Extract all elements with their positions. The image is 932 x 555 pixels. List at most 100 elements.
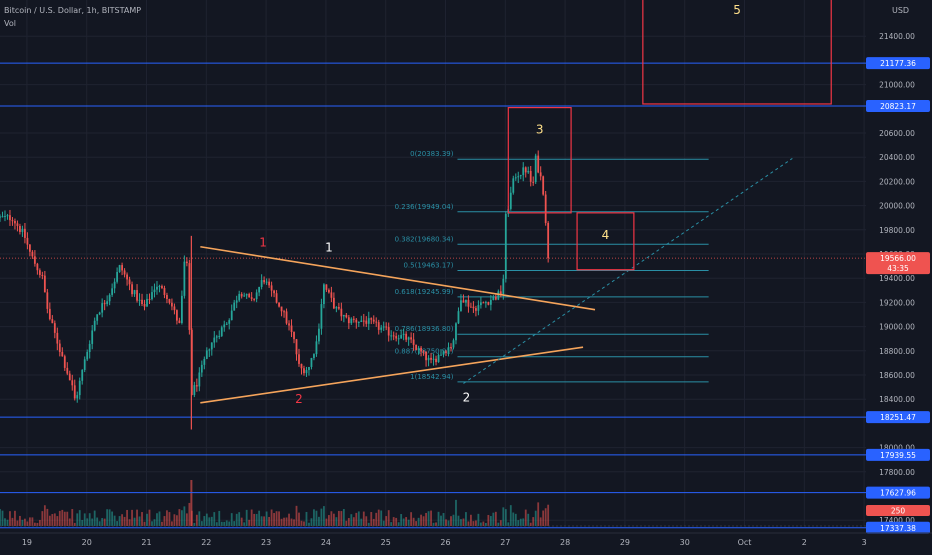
candle-body (29, 244, 31, 252)
level-price-tag-label: 18251.47 (880, 413, 916, 422)
candlesticks (0, 150, 550, 430)
price-tick-label: 20400.00 (879, 153, 915, 162)
candle-body (133, 290, 136, 295)
volume-bar (432, 522, 435, 526)
volume-bar (230, 513, 233, 526)
volume-bar (537, 502, 540, 526)
price-tick-label: 18000.00 (879, 444, 915, 453)
candle-body (161, 286, 163, 289)
volume-bar (111, 511, 114, 526)
volume-bar (265, 511, 268, 526)
candle-body (91, 330, 94, 344)
candle-body (290, 325, 293, 332)
volume-bar (183, 506, 186, 526)
candle-body (405, 333, 408, 340)
candle-body (529, 170, 532, 182)
volume-bar (96, 517, 99, 526)
candle-body (288, 323, 290, 326)
volume-bar (228, 521, 231, 526)
volume-bar (51, 514, 54, 526)
time-tick-label: 25 (381, 538, 391, 547)
candle-body (9, 215, 11, 221)
candle-body (263, 280, 266, 283)
candle-body (81, 369, 84, 381)
volume-bar (305, 511, 308, 526)
volume-bar (200, 521, 203, 526)
candle-body (268, 281, 270, 286)
fib-level-label: 0.618(19245.99) (395, 288, 454, 296)
volume-bar (539, 517, 542, 526)
candle-body (522, 167, 525, 176)
volume-bar (382, 520, 385, 526)
candle-body (108, 294, 111, 302)
candle-body (452, 340, 455, 348)
price-tick-label: 19000.00 (879, 323, 915, 332)
volume-bar (71, 509, 74, 526)
volume-bar (161, 521, 163, 526)
time-tick-label: 30 (680, 538, 690, 547)
candle-body (465, 299, 467, 303)
volume-bar (447, 520, 450, 526)
trendline (200, 245, 596, 311)
candle-body (53, 323, 56, 333)
volume-bar (489, 516, 492, 526)
candle-body (298, 354, 300, 364)
volume-bar (24, 518, 26, 526)
volume-bar (146, 513, 148, 526)
volume-bar (365, 516, 368, 526)
volume-bar (131, 509, 133, 526)
candle-body (357, 321, 360, 323)
candle-body (295, 339, 298, 355)
candle-body (487, 302, 490, 305)
candle-body (325, 284, 328, 290)
candle-body (106, 301, 109, 305)
candle-body (58, 343, 61, 352)
volume-bar (46, 508, 49, 526)
volume-bar (355, 512, 358, 526)
fib-level-label: 0.5(19463.17) (403, 262, 453, 270)
level-price-tag (866, 411, 930, 424)
candle-body (308, 366, 310, 371)
volume-bar (527, 513, 530, 526)
candle-body (16, 223, 19, 226)
volume-bar (320, 508, 323, 526)
volume-bar (123, 516, 126, 526)
volume-bar (168, 512, 171, 526)
volume-bar (126, 509, 128, 526)
candle-body (514, 177, 517, 179)
time-tick-label: 26 (440, 538, 450, 547)
candle-body (203, 358, 206, 365)
candle-body (425, 351, 427, 361)
candle-body (278, 302, 280, 307)
candle-body (200, 364, 203, 373)
candle-body (153, 289, 156, 293)
candle-body (148, 298, 151, 300)
level-price-tag (866, 57, 930, 70)
candle-body (121, 265, 123, 271)
volume-bar (208, 517, 211, 526)
volume-bar (171, 521, 173, 526)
candle-body (547, 222, 550, 259)
candle-body (517, 176, 520, 178)
candle-body (143, 303, 146, 307)
candle-body (233, 302, 236, 311)
volume-bar (235, 513, 238, 526)
volume-bar (450, 516, 452, 526)
volume-bar (462, 518, 465, 526)
volume-bar (268, 516, 270, 526)
candle-body (512, 178, 515, 193)
volume-bar (240, 517, 243, 526)
candle-body (24, 228, 26, 238)
candle-body (310, 358, 313, 367)
volume-bar (479, 522, 482, 526)
candle-body (352, 318, 355, 320)
volume-bar (195, 514, 198, 526)
volume-bar (342, 509, 345, 526)
volume-bar (544, 508, 547, 526)
price-tick-label: 20600.00 (879, 129, 915, 138)
candle-body (504, 213, 507, 279)
volume-bar (78, 510, 81, 526)
candle-body (235, 300, 238, 303)
